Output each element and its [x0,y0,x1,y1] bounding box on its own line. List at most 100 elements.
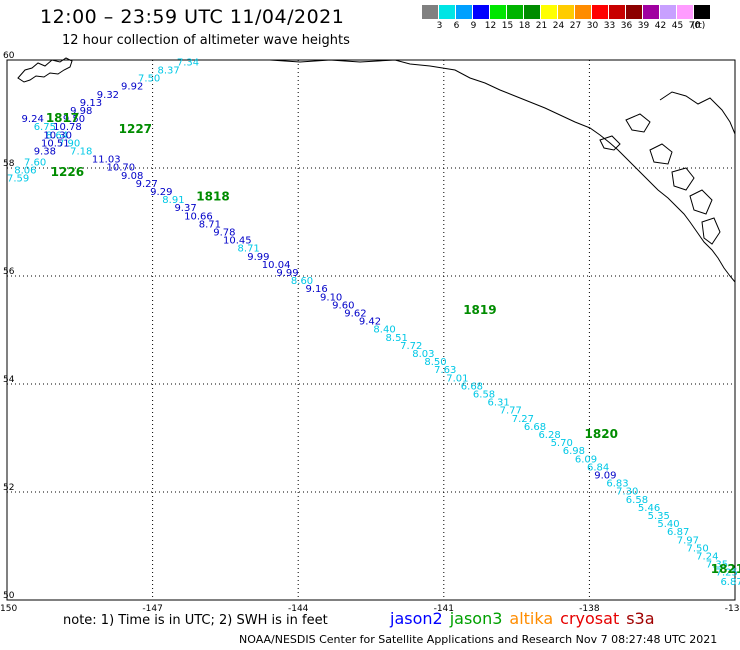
wave-height-value: 9.27 [136,179,158,190]
wave-height-value: 9.10 [320,292,342,303]
page-subtitle: 12 hour collection of altimeter wave hei… [62,33,350,48]
wave-height-value: 8.50 [424,357,446,368]
pass-number-label: 1817 [46,111,79,125]
coastline-islands-1 [599,135,621,151]
credit-line: NOAA/NESDIS Center for Satellite Applica… [239,633,718,646]
wave-height-value: 9.78 [213,228,235,239]
wave-height-value: 10.66 [184,211,213,222]
wave-height-value: 6.83 [606,479,628,490]
legend-swatch [643,5,660,19]
wave-height-value: 6.68 [461,381,483,392]
footer-note: note: 1) Time is in UTC; 2) SWH is in fe… [63,613,328,628]
wave-height-value: 6.09 [575,454,597,465]
wave-height-value: 6.98 [563,446,585,457]
legend-swatch [490,5,507,19]
lat-tick-label: 50 [3,591,15,601]
wave-height-value: 7.97 [677,535,699,546]
wave-height-value: 7.18 [70,147,92,158]
legend-tick-label: 18 [518,21,531,31]
map-frame [6,59,736,601]
coastline-inland [659,91,736,135]
legend-swatch [575,5,592,19]
wave-height-value: 7.34 [177,57,199,68]
page-title: 12:00 – 23:59 UTC 11/04/2021 [40,6,345,28]
pass-number-label: 1818 [196,189,229,203]
color-legend [422,5,711,19]
wave-height-value: 7.25 [716,568,738,579]
wave-height-value: 8.06 [14,165,36,176]
wave-height-value: 7.60 [24,157,46,168]
wave-height-value: 5.46 [638,503,660,514]
wave-height-value: 7.50 [138,74,160,85]
legend-tick-label: 24 [552,21,565,31]
legend-swatch [609,5,626,19]
wave-height-value: 5.70 [551,438,573,449]
legend-tick-label: 21 [535,21,548,31]
legend-swatch [626,5,643,19]
wave-height-value: 8.37 [157,66,179,77]
legend-tick-label: 12 [484,21,497,31]
track-b-values: 7.348.377.509.929.329.139.989.5010.7810.… [7,57,199,184]
coastline-islands-3 [649,143,673,165]
legend-swatch [660,5,677,19]
wave-height-value: 8.71 [199,219,221,230]
wave-height-value: 9.50 [63,114,85,125]
wave-height-value: 9.13 [80,98,102,109]
wave-height-value: 11.03 [92,155,121,166]
legend-unit-label: (ft) [691,21,706,31]
legend-swatch [558,5,575,19]
legend-tick-label: 70 [688,21,701,31]
lon-tick-label: -150 [0,604,17,614]
satellite-label-cryosat: cryosat [560,609,620,628]
wave-height-value: 6.28 [538,430,560,441]
legend-swatch [524,5,541,19]
wave-height-value: 7.30 [616,487,638,498]
pass-number-label: 1226 [51,165,84,179]
wave-height-value: 8.51 [386,333,408,344]
coastline-islands-4 [671,167,695,191]
wave-height-value: 7.72 [400,341,422,352]
lat-tick-label: 58 [3,159,15,169]
satellite-label-jason2: jason2 [390,609,443,628]
wave-height-value: 9.42 [359,317,381,328]
legend-swatch [456,5,473,19]
pass-number-label: 1227 [119,122,152,136]
legend-tick-label: 6 [453,21,460,31]
legend-swatch [541,5,558,19]
map-grid [6,59,736,601]
wave-height-value: 7.27 [512,414,534,425]
wave-height-value: 9.98 [70,106,92,117]
wave-height-value: 8.71 [238,244,260,255]
wave-height-value: 9.29 [150,187,172,198]
legend-tick-label: 39 [637,21,650,31]
wave-height-value: 10.70 [106,163,135,174]
legend-tick-label: 45 [671,21,684,31]
wave-height-value: 10.30 [43,130,72,141]
legend-tick-label: 9 [470,21,477,31]
legend-swatch [592,5,609,19]
lon-tick-label: -144 [288,604,309,614]
coastline-gulf [95,59,736,283]
wave-height-value: 6.68 [524,422,546,433]
wave-height-value: 9.24 [22,114,44,125]
satellite-label-altika: altika [509,609,554,628]
legend-swatch [507,5,524,19]
wave-height-value: 9.08 [121,171,143,182]
coastline [17,57,736,283]
lat-tick-label: 56 [3,267,15,277]
legend-swatch [422,5,439,19]
wave-height-value: 6.58 [473,390,495,401]
pass-labels: 1817 1227 1226 1818 1819 1820 1821 [46,111,740,576]
coastline-kenai [17,57,73,83]
wave-height-value: 7.01 [446,373,468,384]
wave-height-value: 8.03 [412,349,434,360]
wave-height-value: 9.62 [344,309,366,320]
wave-height-value: 10.78 [53,122,82,133]
wave-height-value: 9.37 [174,203,196,214]
wave-height-value: 7.50 [686,543,708,554]
legend-tick-label: 3 [436,21,443,31]
wave-height-value: 8.64 [46,130,68,141]
wave-height-value: 9.09 [594,471,616,482]
legend-tick-label: 42 [654,21,667,31]
